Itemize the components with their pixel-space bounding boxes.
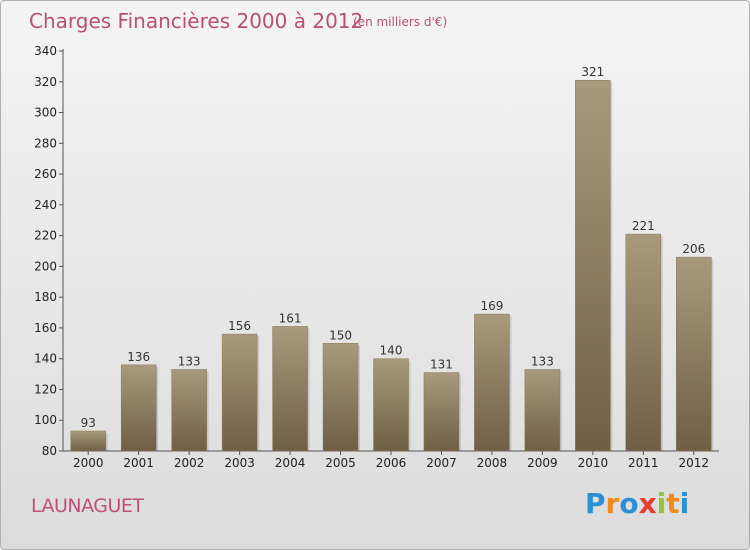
y-tick-label: 140 bbox=[34, 352, 57, 366]
bar bbox=[575, 79, 611, 452]
y-tick-label: 160 bbox=[34, 321, 57, 335]
x-tick-label: 2010 bbox=[578, 456, 609, 470]
x-tick-label: 2006 bbox=[376, 456, 407, 470]
y-tick-label: 300 bbox=[34, 106, 57, 120]
x-tick-label: 2008 bbox=[477, 456, 508, 470]
x-tick-label: 2000 bbox=[73, 456, 104, 470]
y-tick-label: 100 bbox=[34, 413, 57, 427]
x-tick-label: 2007 bbox=[426, 456, 457, 470]
bar-value-label: 169 bbox=[480, 299, 503, 313]
bar bbox=[524, 369, 561, 452]
logo-letter: i bbox=[679, 487, 690, 520]
bar-value-label: 136 bbox=[127, 350, 150, 364]
x-tick-label: 2002 bbox=[174, 456, 205, 470]
commune-name: LAUNAGUET bbox=[31, 495, 144, 517]
y-tick-label: 280 bbox=[34, 136, 57, 150]
bar bbox=[474, 313, 510, 452]
bar bbox=[70, 430, 106, 452]
y-tick-label: 180 bbox=[34, 290, 57, 304]
chart-title: Charges Financières 2000 à 2012 bbox=[29, 9, 364, 33]
bar bbox=[423, 372, 460, 452]
y-tick-label: 340 bbox=[34, 44, 57, 58]
bar bbox=[676, 256, 712, 452]
proxiti-logo: Proxiti bbox=[585, 487, 689, 520]
logo-letter: t bbox=[666, 487, 680, 520]
logo-letter: P bbox=[585, 487, 606, 520]
bar bbox=[221, 333, 258, 452]
bar-value-label: 221 bbox=[632, 219, 655, 233]
x-tick-label: 2001 bbox=[123, 456, 154, 470]
bar-value-label: 150 bbox=[329, 328, 352, 342]
bar bbox=[171, 369, 207, 452]
x-tick-label: 2011 bbox=[628, 456, 659, 470]
bar bbox=[625, 233, 662, 452]
chart-subtitle: (en milliers d'€) bbox=[353, 15, 448, 29]
bar bbox=[120, 364, 157, 452]
bar-value-label: 321 bbox=[581, 65, 604, 79]
bar-value-label: 133 bbox=[531, 354, 554, 368]
logo-letter: x bbox=[638, 487, 657, 520]
bar-value-label: 206 bbox=[682, 242, 705, 256]
y-tick-label: 200 bbox=[34, 259, 57, 273]
x-tick-label: 2009 bbox=[527, 456, 558, 470]
y-tick-label: 120 bbox=[34, 382, 57, 396]
y-tick-label: 220 bbox=[34, 229, 57, 243]
bar-value-label: 156 bbox=[228, 319, 251, 333]
bar-value-label: 140 bbox=[380, 344, 403, 358]
bar bbox=[322, 343, 359, 452]
logo-letter: r bbox=[605, 487, 620, 520]
y-tick-label: 320 bbox=[34, 75, 57, 89]
y-tick-label: 260 bbox=[34, 167, 57, 181]
x-tick-label: 2004 bbox=[275, 456, 306, 470]
x-tick-label: 2005 bbox=[325, 456, 356, 470]
bar-value-label: 131 bbox=[430, 358, 453, 372]
x-tick-label: 2003 bbox=[224, 456, 255, 470]
logo-letter: o bbox=[619, 487, 639, 520]
x-tick-label: 2012 bbox=[678, 456, 709, 470]
bar bbox=[272, 326, 308, 452]
bar-value-label: 93 bbox=[81, 416, 96, 430]
bar-value-label: 161 bbox=[279, 311, 302, 325]
bar bbox=[373, 358, 409, 452]
bar-value-label: 133 bbox=[178, 354, 201, 368]
y-tick-label: 240 bbox=[34, 198, 57, 212]
y-tick-label: 80 bbox=[42, 444, 57, 458]
logo-letter: i bbox=[656, 487, 667, 520]
